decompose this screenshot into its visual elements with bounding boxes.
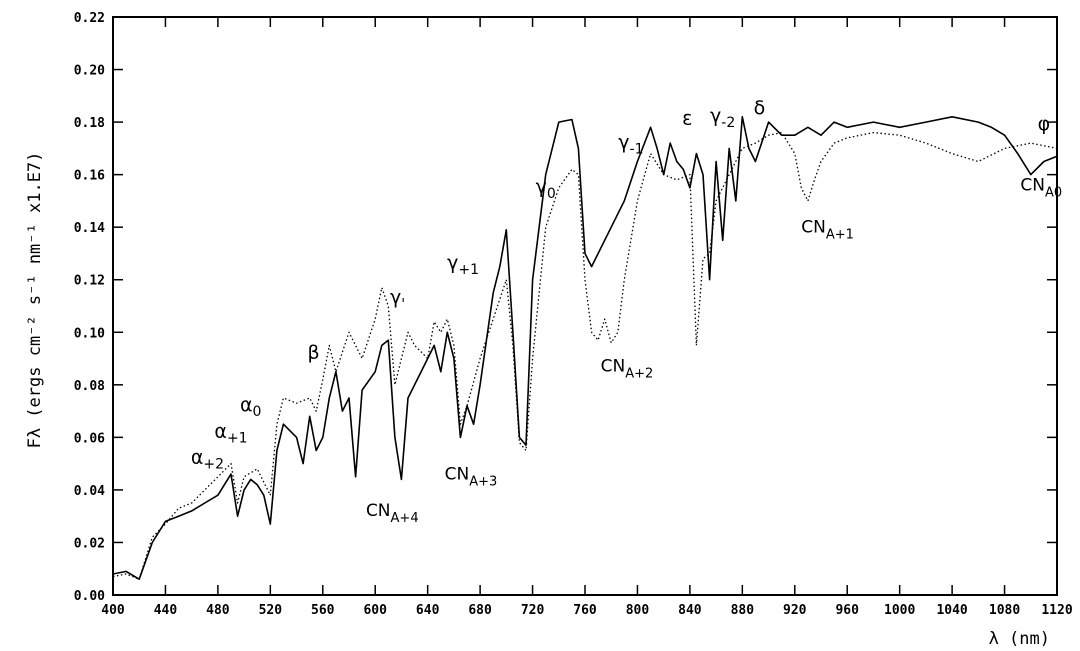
x-tick-label: 760 <box>573 603 597 618</box>
y-axis-ticks: 0.00 0.02 0.04 0.06 0.08 0.10 0.12 0.14 0.16 0.18… <box>74 11 1057 604</box>
cn-band-label: CNA+3 <box>445 464 498 489</box>
band-symbol: α <box>240 394 253 416</box>
band-label: ε <box>682 108 692 130</box>
y-tick-label: 0.06 <box>74 431 105 446</box>
band-subscript: A0 <box>1045 185 1062 200</box>
y-tick-label: 0.22 <box>74 11 105 26</box>
band-label: γ0 <box>536 176 556 202</box>
band-symbol: γ <box>618 131 629 153</box>
x-tick-label: 440 <box>154 603 178 618</box>
band-label: α0 <box>240 394 261 420</box>
y-tick-label: 0.14 <box>74 221 105 236</box>
band-subscript: +1 <box>227 430 248 446</box>
y-tick-label: 0.16 <box>74 169 105 184</box>
y-tick-label: 0.20 <box>74 64 105 79</box>
x-tick-label: 1040 <box>936 603 967 618</box>
band-symbol: CN <box>445 464 470 484</box>
band-label: γ-1 <box>618 131 643 157</box>
x-tick-label: 600 <box>363 603 387 618</box>
band-symbol: γ <box>536 176 547 198</box>
band-symbol: δ <box>754 97 766 119</box>
solid-spectrum-line <box>112 116 1058 581</box>
x-tick-label: 400 <box>101 603 125 618</box>
plot-frame <box>112 16 1058 596</box>
band-subscript: A+1 <box>826 227 854 242</box>
band-subscript: +2 <box>203 457 224 473</box>
band-label: α+2 <box>191 447 224 473</box>
x-axis-title: λ (nm) <box>989 629 1050 649</box>
y-tick-label: 0.18 <box>74 116 105 131</box>
band-symbol: ε <box>682 108 692 130</box>
band-subscript: -1 <box>630 141 644 157</box>
band-subscript: A+2 <box>625 367 653 382</box>
y-axis-title: Fλ (ergs cm⁻² s⁻¹ nm⁻¹ x1.E7) <box>25 152 45 449</box>
x-axis-ticks: 400 440 480 520 560 600 640 680 720 760 800 840 880 9… <box>101 17 1073 618</box>
band-subscript: +1 <box>458 262 479 278</box>
cn-band-label: CNA0 <box>1020 175 1062 200</box>
y-tick-label: 0.00 <box>74 589 105 604</box>
x-tick-label: 480 <box>206 603 230 618</box>
band-subscript: 0 <box>252 404 261 420</box>
band-label: α+1 <box>214 420 247 446</box>
y-tick-label: 0.04 <box>74 484 105 499</box>
y-tick-label: 0.02 <box>74 536 105 551</box>
band-symbol: γ <box>447 252 458 274</box>
band-symbol: γ <box>390 286 401 308</box>
band-label: γ' <box>390 286 405 312</box>
band-symbol: CN <box>1020 175 1045 195</box>
x-tick-label: 640 <box>416 603 440 618</box>
x-tick-label: 1120 <box>1041 603 1072 618</box>
band-subscript: A+4 <box>391 511 419 526</box>
band-subscript: ' <box>401 296 405 312</box>
band-symbol: φ <box>1038 113 1051 135</box>
band-label: δ <box>754 97 766 119</box>
series-group <box>112 116 1058 581</box>
band-label: β <box>308 342 320 364</box>
x-tick-label: 720 <box>521 603 545 618</box>
band-symbol: CN <box>801 217 826 237</box>
band-subscript: 0 <box>547 186 556 202</box>
x-tick-label: 880 <box>731 603 755 618</box>
band-subscript: -2 <box>721 115 735 131</box>
band-symbol: α <box>214 420 227 442</box>
x-tick-label: 1080 <box>989 603 1020 618</box>
band-label: γ+1 <box>447 252 479 278</box>
x-tick-label: 1000 <box>884 603 915 618</box>
x-tick-label: 520 <box>259 603 283 618</box>
band-symbol: γ <box>710 105 721 127</box>
cn-band-label: CNA+1 <box>801 217 854 242</box>
x-tick-label: 960 <box>835 603 859 618</box>
band-symbol: α <box>191 447 204 469</box>
y-tick-label: 0.08 <box>74 379 105 394</box>
band-label: φ <box>1038 113 1051 135</box>
cn-band-label: CNA+2 <box>601 357 654 382</box>
x-tick-label: 840 <box>678 603 702 618</box>
x-tick-label: 680 <box>468 603 492 618</box>
band-subscript: A+3 <box>469 474 497 489</box>
band-symbol: CN <box>366 501 391 521</box>
cn-band-label: CNA+4 <box>366 501 419 526</box>
band-label: γ-2 <box>710 105 735 131</box>
band-symbol: CN <box>601 357 626 377</box>
x-tick-label: 920 <box>783 603 807 618</box>
band-symbol: β <box>308 342 320 364</box>
x-tick-label: 560 <box>311 603 335 618</box>
y-tick-label: 0.12 <box>74 274 105 289</box>
y-tick-label: 0.10 <box>74 326 105 341</box>
x-tick-label: 800 <box>626 603 650 618</box>
dotted-spectrum-line <box>112 131 1058 580</box>
